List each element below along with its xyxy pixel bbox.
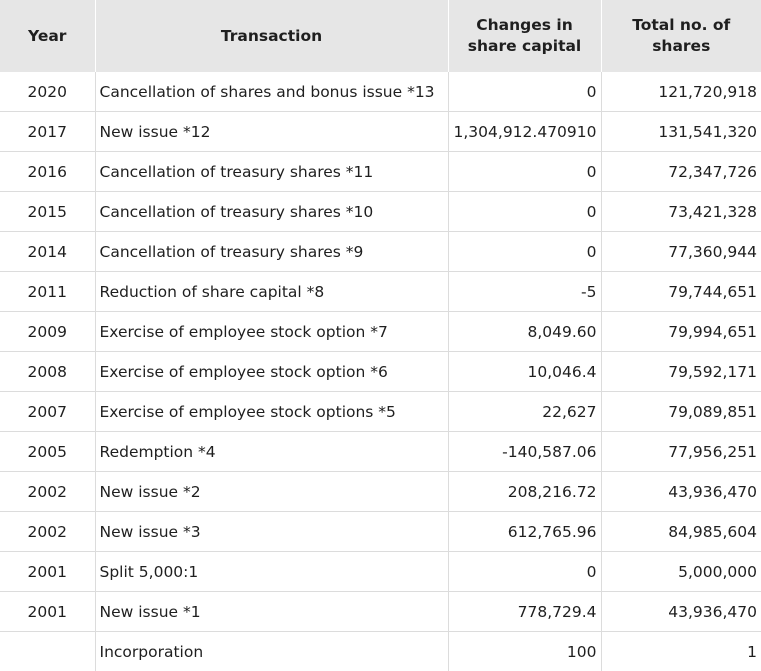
cell-transaction: New issue *3 <box>95 512 448 552</box>
cell-total: 5,000,000 <box>601 552 761 592</box>
cell-total: 79,744,651 <box>601 272 761 312</box>
cell-total: 43,936,470 <box>601 472 761 512</box>
cell-change: 22,627 <box>448 392 601 432</box>
table-row: 2011 Reduction of share capital *8 -5 79… <box>0 272 761 312</box>
cell-year: 2005 <box>0 432 95 472</box>
cell-total: 79,089,851 <box>601 392 761 432</box>
cell-change: 778,729.4 <box>448 592 601 632</box>
cell-transaction: Redemption *4 <box>95 432 448 472</box>
cell-total: 79,994,651 <box>601 312 761 352</box>
table-row: 2015 Cancellation of treasury shares *10… <box>0 192 761 232</box>
cell-total: 77,360,944 <box>601 232 761 272</box>
table-row: 2007 Exercise of employee stock options … <box>0 392 761 432</box>
cell-change: 100 <box>448 632 601 671</box>
table-row: 2001 Split 5,000:1 0 5,000,000 <box>0 552 761 592</box>
cell-total: 79,592,171 <box>601 352 761 392</box>
header-total-shares: Total no. of shares <box>601 0 761 72</box>
cell-year: 2015 <box>0 192 95 232</box>
cell-change: -140,587.06 <box>448 432 601 472</box>
table-row: Incorporation 100 1 <box>0 632 761 671</box>
cell-transaction: Reduction of share capital *8 <box>95 272 448 312</box>
table-row: 2014 Cancellation of treasury shares *9 … <box>0 232 761 272</box>
header-year: Year <box>0 0 95 72</box>
table-row: 2020 Cancellation of shares and bonus is… <box>0 72 761 112</box>
table-row: 2001 New issue *1 778,729.4 43,936,470 <box>0 592 761 632</box>
cell-year: 2017 <box>0 112 95 152</box>
cell-total: 121,720,918 <box>601 72 761 112</box>
table-header: Year Transaction Changes in share capita… <box>0 0 761 72</box>
cell-change: 0 <box>448 552 601 592</box>
cell-total: 73,421,328 <box>601 192 761 232</box>
cell-transaction: Exercise of employee stock option *7 <box>95 312 448 352</box>
cell-transaction: Cancellation of treasury shares *11 <box>95 152 448 192</box>
cell-change: 0 <box>448 72 601 112</box>
cell-transaction: New issue *1 <box>95 592 448 632</box>
cell-change: -5 <box>448 272 601 312</box>
cell-year: 2008 <box>0 352 95 392</box>
cell-year: 2014 <box>0 232 95 272</box>
cell-total: 84,985,604 <box>601 512 761 552</box>
cell-transaction: Cancellation of treasury shares *9 <box>95 232 448 272</box>
cell-transaction: New issue *2 <box>95 472 448 512</box>
cell-change: 0 <box>448 152 601 192</box>
table-row: 2005 Redemption *4 -140,587.06 77,956,25… <box>0 432 761 472</box>
cell-change: 0 <box>448 192 601 232</box>
cell-total: 72,347,726 <box>601 152 761 192</box>
cell-year: 2002 <box>0 472 95 512</box>
cell-change: 612,765.96 <box>448 512 601 552</box>
table-row: 2009 Exercise of employee stock option *… <box>0 312 761 352</box>
cell-transaction: Cancellation of treasury shares *10 <box>95 192 448 232</box>
header-row: Year Transaction Changes in share capita… <box>0 0 761 72</box>
table-body: 2020 Cancellation of shares and bonus is… <box>0 72 761 671</box>
table-row: 2008 Exercise of employee stock option *… <box>0 352 761 392</box>
cell-year: 2001 <box>0 552 95 592</box>
cell-year <box>0 632 95 671</box>
cell-change: 10,046.4 <box>448 352 601 392</box>
table-row: 2017 New issue *12 1,304,912.470910 131,… <box>0 112 761 152</box>
table-row: 2002 New issue *2 208,216.72 43,936,470 <box>0 472 761 512</box>
cell-year: 2011 <box>0 272 95 312</box>
cell-transaction: Split 5,000:1 <box>95 552 448 592</box>
header-changes-in-share-capital: Changes in share capital <box>448 0 601 72</box>
cell-change: 8,049.60 <box>448 312 601 352</box>
cell-change: 208,216.72 <box>448 472 601 512</box>
cell-change: 1,304,912.470910 <box>448 112 601 152</box>
cell-year: 2002 <box>0 512 95 552</box>
cell-change: 0 <box>448 232 601 272</box>
cell-total: 77,956,251 <box>601 432 761 472</box>
cell-transaction: Cancellation of shares and bonus issue *… <box>95 72 448 112</box>
cell-year: 2009 <box>0 312 95 352</box>
cell-transaction: Incorporation <box>95 632 448 671</box>
cell-transaction: Exercise of employee stock option *6 <box>95 352 448 392</box>
table-row: 2002 New issue *3 612,765.96 84,985,604 <box>0 512 761 552</box>
cell-year: 2020 <box>0 72 95 112</box>
cell-transaction: New issue *12 <box>95 112 448 152</box>
header-transaction: Transaction <box>95 0 448 72</box>
cell-year: 2001 <box>0 592 95 632</box>
cell-year: 2007 <box>0 392 95 432</box>
cell-year: 2016 <box>0 152 95 192</box>
cell-transaction: Exercise of employee stock options *5 <box>95 392 448 432</box>
cell-total: 131,541,320 <box>601 112 761 152</box>
cell-total: 1 <box>601 632 761 671</box>
table-row: 2016 Cancellation of treasury shares *11… <box>0 152 761 192</box>
cell-total: 43,936,470 <box>601 592 761 632</box>
